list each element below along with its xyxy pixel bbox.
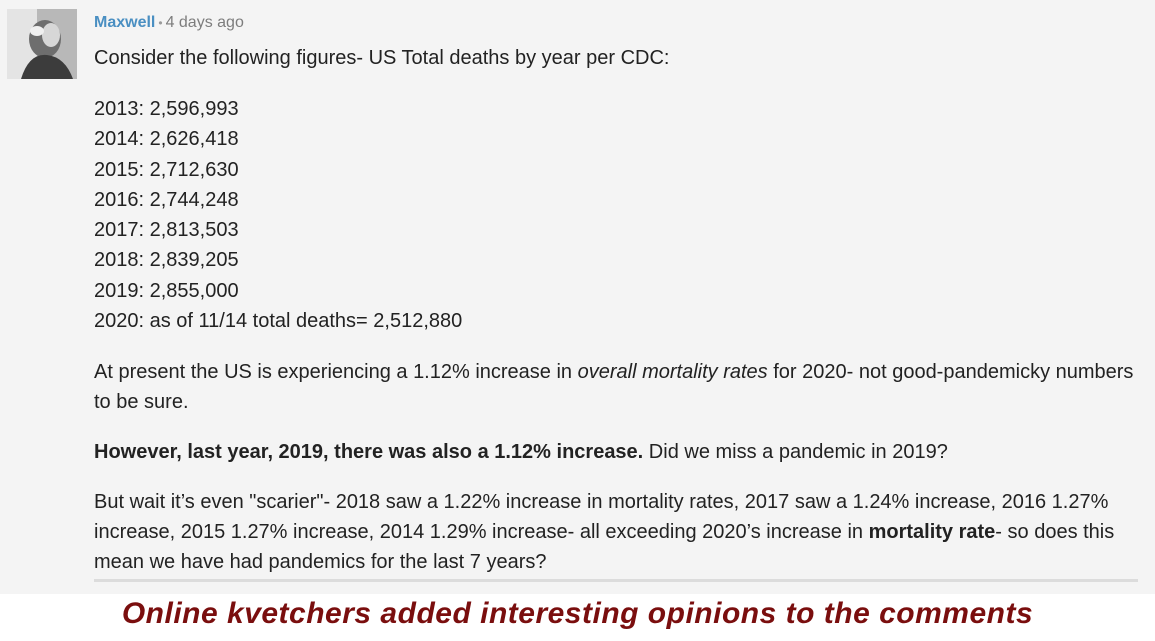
p1-text-b: for 2020- not good-pandemicky numbers to… <box>94 361 1134 414</box>
meta-separator: • <box>158 16 163 30</box>
avatar[interactable] <box>7 9 77 79</box>
image-caption: Online kvetchers added interesting opini… <box>121 597 1034 630</box>
p3-text-a: But wait it’s even "scarier"- 2018 saw a… <box>94 491 1109 544</box>
author-name[interactable]: Maxwell <box>94 14 156 31</box>
year-row-2018: 2018: 2,839,205 <box>94 249 239 272</box>
comment-body: Consider the following figures- US Total… <box>94 43 1144 577</box>
year-row-2017: 2017: 2,813,503 <box>94 219 239 242</box>
comment-card: Maxwell • 4 days ago Consider the followin… <box>0 0 1155 594</box>
deaths-by-year-list: 2013: 2,596,993 2014: 2,626,418 2015: 2,… <box>94 94 1144 336</box>
avatar-portrait-icon <box>7 9 77 79</box>
year-row-2020: 2020: as of 11/14 total deaths= 2,512,88… <box>94 310 463 333</box>
p2-text: Did we miss a pandemic in 2019? <box>643 441 948 464</box>
comment-timestamp[interactable]: 4 days ago <box>165 14 244 31</box>
p1-emphasis: overall mortality rates <box>577 361 768 384</box>
comment-intro: Consider the following figures- US Total… <box>94 47 670 69</box>
paragraph-mortality-2020: At present the US is experiencing a 1.12… <box>94 357 1144 417</box>
p2-bold: However, last year, 2019, there was also… <box>94 441 644 464</box>
paragraph-2019: However, last year, 2019, there was also… <box>94 437 1144 467</box>
p3-text-b: - so does this mean we have had pandemic… <box>94 521 1115 574</box>
year-row-2013: 2013: 2,596,993 <box>94 98 239 120</box>
year-row-2014: 2014: 2,626,418 <box>94 128 239 151</box>
year-row-2015: 2015: 2,712,630 <box>94 158 239 181</box>
comment-divider <box>94 579 1138 582</box>
paragraph-scarier: But wait it’s even "scarier"- 2018 saw a… <box>94 487 1144 577</box>
comment-meta: Maxwell • 4 days ago <box>94 12 244 34</box>
p1-text-a: At present the US is experiencing a 1.12… <box>94 361 578 384</box>
year-row-2016: 2016: 2,744,248 <box>94 188 239 211</box>
year-row-2019: 2019: 2,855,000 <box>94 279 239 302</box>
p3-bold: mortality rate <box>868 521 996 544</box>
